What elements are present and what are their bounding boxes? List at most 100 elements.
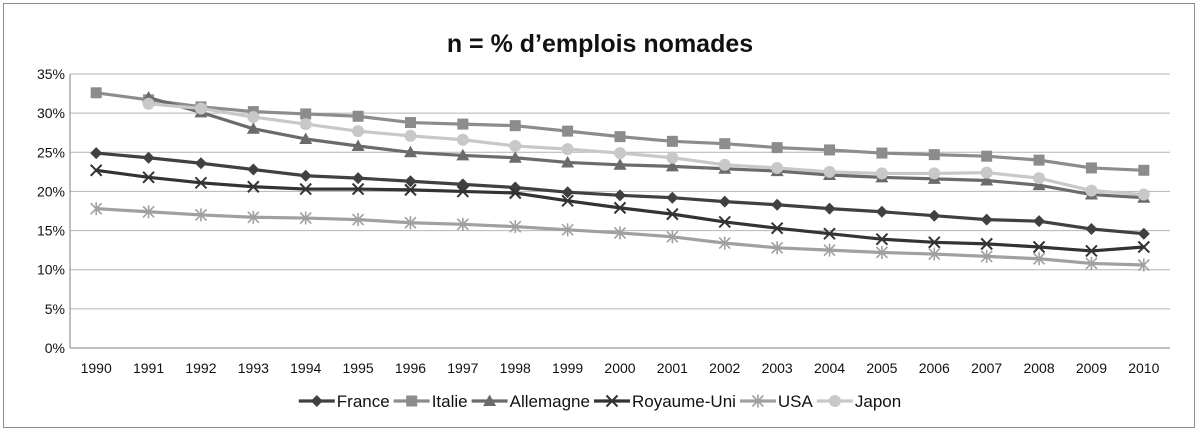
x-tick-label: 2007: [971, 360, 1002, 376]
data-point-japon: [823, 165, 836, 178]
data-point-japon: [614, 147, 626, 160]
data-point-japon: [666, 151, 679, 164]
data-point-allemagne: [1032, 178, 1046, 191]
data-point-france: [980, 213, 993, 226]
data-point-japon: [352, 125, 365, 138]
data-point-usa: [666, 230, 679, 244]
y-tick-label: 30%: [37, 105, 65, 121]
data-point-japon: [194, 102, 207, 115]
x-tick-label: 1998: [500, 360, 531, 376]
data-point-usa: [718, 236, 731, 250]
series-italie: [90, 87, 1150, 176]
data-point-france: [771, 198, 784, 211]
data-point-italie: [666, 135, 678, 147]
legend-item-usa: USA: [739, 392, 814, 411]
data-point-japon: [509, 140, 522, 153]
data-point-japon: [142, 97, 155, 110]
x-tick-label: 2002: [709, 360, 740, 376]
data-point-japon: [928, 167, 941, 180]
legend: France Italie Allemagne Royaume-Uni USA Japon: [298, 392, 901, 411]
legend-label: Italie: [432, 392, 468, 411]
data-point-allemagne: [613, 158, 627, 170]
series-japon: [142, 97, 1150, 201]
data-point-usa: [980, 249, 993, 263]
data-point-usa: [1137, 258, 1150, 272]
data-point-japon: [247, 111, 260, 124]
legend-marker-royaume-uni: [605, 394, 619, 408]
data-point-usa: [823, 243, 836, 257]
x-tick-label: 2004: [814, 360, 845, 376]
x-tick-label: 1996: [395, 360, 426, 376]
legend-marker-france: [310, 395, 323, 407]
data-point-royaume-uni: [456, 185, 470, 198]
data-point-italie: [457, 118, 469, 130]
data-point-italie: [404, 117, 416, 129]
data-point-japon: [1137, 188, 1150, 201]
data-point-italie: [771, 142, 783, 154]
x-tick-label: 1994: [290, 360, 321, 376]
legend-label: USA: [778, 392, 814, 411]
data-point-royaume-uni: [1085, 244, 1098, 258]
x-tick-label: 2003: [762, 360, 793, 376]
data-point-italie: [614, 131, 626, 143]
data-point-usa: [404, 216, 417, 230]
data-point-allemagne: [351, 139, 365, 152]
axes: 0% 5% 10% 15% 20% 25% 30% 35% 1990 1991 1992 1993 19…: [37, 66, 1160, 376]
data-point-italie: [562, 125, 574, 137]
data-point-usa: [875, 245, 888, 259]
data-point-royaume-uni: [351, 182, 365, 196]
data-point-royaume-uni: [613, 201, 627, 215]
data-point-france: [561, 186, 574, 199]
data-point-usa: [247, 210, 260, 224]
x-tick-label: 1992: [185, 360, 216, 376]
data-point-france: [247, 163, 260, 176]
data-point-usa: [771, 241, 784, 255]
data-point-royaume-uni: [1137, 240, 1151, 254]
data-point-japon: [718, 158, 731, 171]
data-point-france: [928, 209, 941, 222]
x-tick-label: 1995: [343, 360, 374, 376]
legend-item-allemagne: Allemagne: [471, 392, 590, 411]
data-point-japon: [771, 161, 784, 174]
data-point-italie: [1085, 162, 1097, 174]
legend-marker-allemagne: [483, 394, 497, 406]
x-tick-label: 2010: [1128, 360, 1159, 376]
x-tick-label: 2006: [919, 360, 950, 376]
series-group: [89, 87, 1151, 272]
data-point-allemagne: [980, 173, 994, 186]
data-point-france: [875, 205, 888, 218]
data-point-allemagne: [246, 122, 260, 134]
legend-item-royaume-uni: Royaume-Uni: [594, 392, 736, 411]
data-point-france: [352, 172, 365, 185]
x-tick-label: 1993: [238, 360, 269, 376]
data-point-france: [823, 202, 836, 215]
data-point-italie: [824, 144, 836, 156]
data-point-allemagne: [456, 148, 470, 161]
data-point-france: [90, 147, 103, 160]
data-point-japon: [404, 129, 417, 142]
data-point-usa: [928, 247, 941, 261]
data-point-usa: [456, 217, 469, 231]
data-point-italie: [981, 150, 993, 162]
data-point-royaume-uni: [770, 222, 784, 235]
legend-item-france: France: [298, 392, 390, 411]
data-point-allemagne: [299, 132, 313, 144]
series-france: [90, 147, 1150, 240]
data-point-france: [1033, 215, 1046, 228]
x-tick-label: 1997: [447, 360, 478, 376]
data-point-italie: [300, 108, 312, 120]
legend-item-italie: Italie: [393, 392, 468, 411]
y-tick-label: 20%: [37, 183, 65, 199]
data-point-italie: [1138, 164, 1150, 176]
data-point-royaume-uni: [404, 183, 417, 197]
data-point-allemagne: [403, 145, 417, 158]
data-point-france: [614, 189, 626, 202]
series-allemagne: [142, 90, 1151, 203]
data-point-royaume-uni: [194, 176, 208, 190]
data-point-italie: [1033, 154, 1045, 166]
y-tick-label: 5%: [45, 301, 65, 317]
data-point-allemagne: [665, 159, 679, 172]
data-point-usa: [352, 213, 365, 227]
chart-title: n = % d’emplois nomades: [447, 30, 753, 58]
